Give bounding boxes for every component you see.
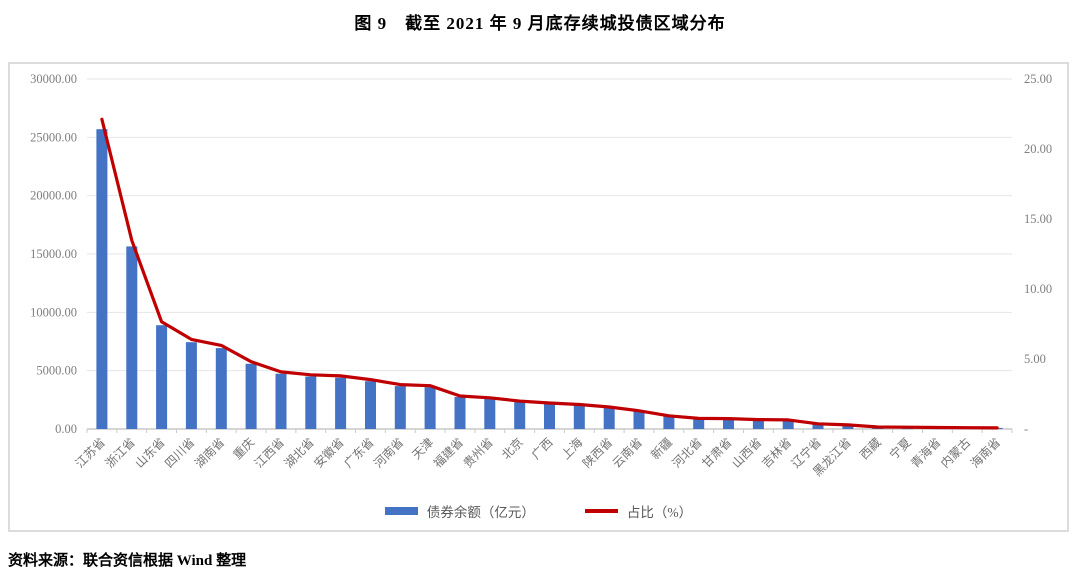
svg-text:云南省: 云南省 [609,435,645,471]
svg-text:15.00: 15.00 [1024,212,1052,226]
legend-item-bond-balance: 债券余额（亿元） [384,501,535,521]
bar-series-swatch [384,507,418,515]
svg-text:0.00: 0.00 [55,422,77,436]
svg-text:-: - [1024,422,1028,436]
chart-legend: 债券余额（亿元） 占比（%） [10,501,1067,521]
svg-text:湖南省: 湖南省 [191,435,227,471]
legend-label-share: 占比（%） [626,505,693,520]
svg-text:湖北省: 湖北省 [281,435,317,471]
svg-text:海南省: 海南省 [967,435,1003,471]
svg-text:福建省: 福建省 [430,435,466,471]
svg-text:上海: 上海 [558,435,586,463]
legend-label-bond-balance: 债券余额（亿元） [426,505,535,520]
svg-text:20.00: 20.00 [1024,142,1052,156]
svg-text:西藏: 西藏 [857,435,884,462]
svg-text:四川省: 四川省 [162,435,197,470]
svg-text:内蒙古: 内蒙古 [937,435,973,471]
svg-text:15000.00: 15000.00 [30,247,77,261]
svg-text:山东省: 山东省 [132,435,167,470]
svg-text:10.00: 10.00 [1024,282,1052,296]
svg-text:河南省: 河南省 [370,435,406,471]
svg-text:20000.00: 20000.00 [30,189,77,203]
svg-text:江苏省: 江苏省 [73,435,108,470]
chart-title: 图 9 截至 2021 年 9 月底存续城投债区域分布 [354,14,726,33]
svg-text:广东省: 广东省 [341,435,376,470]
combo-chart-svg: 30000.00 25000.00 20000.00 15000.00 10000.00… [30,72,1052,479]
svg-text:青海省: 青海省 [907,435,943,471]
line-series-swatch [584,509,618,513]
source-note: 资料来源：联合资信根据 Wind 整理 [8,553,247,569]
svg-text:河北省: 河北省 [669,435,704,470]
svg-text:10000.00: 10000.00 [30,305,77,319]
svg-text:安徽省: 安徽省 [311,435,347,471]
svg-text:山西省: 山西省 [729,435,764,470]
svg-text:陕西省: 陕西省 [579,435,615,471]
svg-text:5000.00: 5000.00 [36,364,77,378]
chart-frame: 30000.00 25000.00 20000.00 15000.00 10000.00… [8,62,1069,532]
svg-text:北京: 北京 [499,435,526,462]
svg-text:25000.00: 25000.00 [30,130,77,144]
legend-item-share: 占比（%） [584,501,693,521]
svg-text:贵州省: 贵州省 [461,435,496,470]
svg-text:30000.00: 30000.00 [30,72,77,86]
svg-text:甘肃省: 甘肃省 [699,435,734,470]
svg-text:5.00: 5.00 [1024,352,1046,366]
svg-text:广西: 广西 [529,435,556,462]
svg-text:25.00: 25.00 [1024,72,1052,86]
svg-text:吉林省: 吉林省 [759,435,794,470]
svg-text:江西省: 江西省 [252,435,287,470]
svg-text:浙江省: 浙江省 [103,435,138,470]
